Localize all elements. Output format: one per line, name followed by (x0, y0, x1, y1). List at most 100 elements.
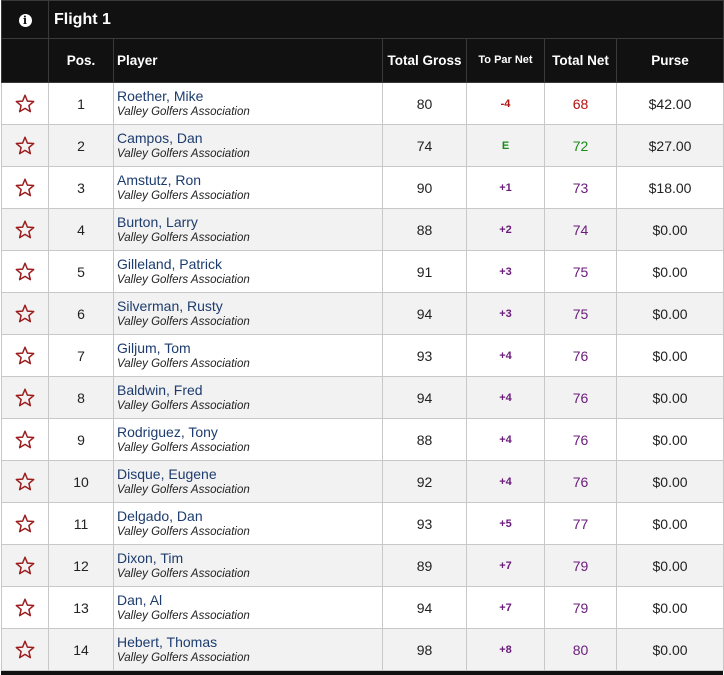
favorite-star-button[interactable] (1, 166, 49, 209)
cell-purse: $18.00 (615, 166, 724, 209)
cell-purse: $27.00 (615, 124, 724, 167)
header-purse[interactable]: Purse (615, 38, 724, 83)
favorite-star-button[interactable] (1, 418, 49, 461)
cell-player: Campos, Dan Valley Golfers Association (113, 124, 383, 167)
header-player[interactable]: Player (113, 38, 383, 83)
player-name-link[interactable]: Giljum, Tom (117, 339, 191, 356)
cell-purse: $0.00 (615, 376, 724, 419)
table-row: 4 Burton, Larry Valley Golfers Association… (1, 208, 724, 251)
player-name-link[interactable]: Disque, Eugene (117, 465, 217, 482)
favorite-star-button[interactable] (1, 82, 49, 125)
cell-to-par-net: +4 (466, 418, 545, 461)
player-name-link[interactable]: Roether, Mike (117, 87, 204, 104)
table-row: 14 Hebert, Thomas Valley Golfers Associati… (1, 628, 724, 671)
info-button[interactable]: i (1, 0, 49, 39)
favorite-star-button[interactable] (1, 208, 49, 251)
cell-total-net: 73 (544, 166, 617, 209)
star-icon (15, 514, 35, 533)
cell-player: Hebert, Thomas Valley Golfers Association (113, 628, 383, 671)
cell-total-net: 77 (544, 502, 617, 545)
cell-to-par-net: +4 (466, 376, 545, 419)
player-club: Valley Golfers Association (117, 273, 250, 286)
table-row: 3 Amstutz, Ron Valley Golfers Association 9… (1, 166, 724, 209)
cell-player: Roether, Mike Valley Golfers Association (113, 82, 383, 125)
cell-to-par-net: +2 (466, 208, 545, 251)
player-name-link[interactable]: Amstutz, Ron (117, 171, 202, 188)
favorite-star-button[interactable] (1, 376, 49, 419)
star-icon (15, 94, 35, 113)
table-row: 13 Dan, Al Valley Golfers Association 94 +7 7… (1, 586, 724, 629)
cell-pos: 12 (48, 544, 114, 587)
star-icon (15, 640, 35, 659)
favorite-star-button[interactable] (1, 586, 49, 629)
star-icon (15, 472, 35, 491)
cell-total-gross: 98 (382, 628, 467, 671)
cell-total-net: 79 (544, 586, 617, 629)
info-icon: i (18, 13, 32, 27)
cell-player: Giljum, Tom Valley Golfers Association (113, 334, 383, 377)
favorite-star-button[interactable] (1, 628, 49, 671)
cell-to-par-net: +1 (466, 166, 545, 209)
flight-title: Flight 1 (47, 0, 724, 39)
favorite-star-button[interactable] (1, 544, 49, 587)
cell-purse: $0.00 (615, 586, 724, 629)
cell-to-par-net: E (466, 124, 545, 167)
player-name-link[interactable]: Dan, Al (117, 591, 163, 608)
cell-total-net: 79 (544, 544, 617, 587)
player-name-link[interactable]: Burton, Larry (117, 213, 198, 230)
player-name-link[interactable]: Rodriguez, Tony (117, 423, 218, 440)
favorite-star-button[interactable] (1, 250, 49, 293)
favorite-star-button[interactable] (1, 334, 49, 377)
star-icon (15, 136, 35, 155)
player-name-link[interactable]: Campos, Dan (117, 129, 203, 146)
player-club: Valley Golfers Association (117, 189, 250, 202)
player-club: Valley Golfers Association (117, 483, 250, 496)
player-name-link[interactable]: Delgado, Dan (117, 507, 203, 524)
cell-total-gross: 89 (382, 544, 467, 587)
player-name-link[interactable]: Silverman, Rusty (117, 297, 223, 314)
star-icon (15, 304, 35, 323)
cell-player: Delgado, Dan Valley Golfers Association (113, 502, 383, 545)
cell-pos: 13 (48, 586, 114, 629)
player-club: Valley Golfers Association (117, 147, 250, 160)
cell-player: Gilleland, Patrick Valley Golfers Associa… (113, 250, 383, 293)
cell-purse: $0.00 (615, 544, 724, 587)
player-club: Valley Golfers Association (117, 525, 250, 538)
star-icon (15, 220, 35, 239)
cell-player: Disque, Eugene Valley Golfers Association (113, 460, 383, 503)
player-name-link[interactable]: Dixon, Tim (117, 549, 184, 566)
header-total-gross[interactable]: Total Gross (382, 38, 467, 83)
favorite-star-button[interactable] (1, 460, 49, 503)
star-icon (15, 430, 35, 449)
cell-total-net: 76 (544, 418, 617, 461)
header-total-net[interactable]: Total Net (544, 38, 617, 83)
player-club: Valley Golfers Association (117, 651, 250, 664)
header-to-par-net[interactable]: To Par Net (466, 38, 545, 83)
favorite-star-button[interactable] (1, 292, 49, 335)
table-row: 10 Disque, Eugene Valley Golfers Associati… (1, 460, 724, 503)
player-club: Valley Golfers Association (117, 105, 250, 118)
player-name-link[interactable]: Baldwin, Fred (117, 381, 203, 398)
header-pos[interactable]: Pos. (48, 38, 114, 83)
table-row: 8 Baldwin, Fred Valley Golfers Association… (1, 376, 724, 419)
cell-pos: 8 (48, 376, 114, 419)
favorite-star-button[interactable] (1, 502, 49, 545)
player-name-link[interactable]: Gilleland, Patrick (117, 255, 223, 272)
cell-to-par-net: +4 (466, 334, 545, 377)
cell-pos: 7 (48, 334, 114, 377)
cell-purse: $0.00 (615, 460, 724, 503)
favorite-star-button[interactable] (1, 124, 49, 167)
cell-total-gross: 74 (382, 124, 467, 167)
flight-bar: i Flight 1 (1, 0, 724, 39)
star-icon (15, 262, 35, 281)
cell-total-gross: 94 (382, 292, 467, 335)
bottom-border (1, 671, 723, 675)
cell-player: Silverman, Rusty Valley Golfers Associati… (113, 292, 383, 335)
player-name-link[interactable]: Hebert, Thomas (117, 633, 218, 650)
cell-total-net: 80 (544, 628, 617, 671)
cell-total-net: 75 (544, 292, 617, 335)
cell-purse: $0.00 (615, 334, 724, 377)
player-club: Valley Golfers Association (117, 231, 250, 244)
header-favorite (1, 38, 49, 83)
